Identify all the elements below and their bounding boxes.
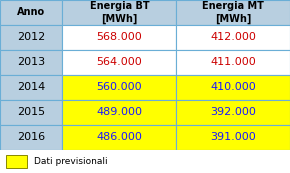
Bar — [0, 75, 62, 100]
Text: Anno: Anno — [17, 7, 45, 17]
Text: 391.000: 391.000 — [211, 132, 256, 142]
Text: 2013: 2013 — [17, 57, 45, 67]
Text: Energia BT
[MWh]: Energia BT [MWh] — [90, 1, 149, 24]
Text: Dati previsionali: Dati previsionali — [34, 157, 108, 166]
Bar — [176, 0, 290, 25]
Bar — [176, 75, 290, 100]
Text: 412.000: 412.000 — [210, 32, 256, 42]
Bar — [0, 50, 62, 75]
Bar — [62, 100, 176, 125]
Bar — [62, 25, 176, 50]
Text: 486.000: 486.000 — [96, 132, 142, 142]
Bar — [176, 50, 290, 75]
Bar — [62, 0, 176, 25]
Text: 2016: 2016 — [17, 132, 45, 142]
Bar — [176, 125, 290, 150]
Text: Energia MT
[MWh]: Energia MT [MWh] — [202, 1, 264, 24]
Text: 564.000: 564.000 — [97, 57, 142, 67]
Bar — [176, 100, 290, 125]
Text: 2014: 2014 — [17, 82, 45, 92]
Text: 568.000: 568.000 — [97, 32, 142, 42]
Bar — [0, 25, 62, 50]
Bar — [62, 125, 176, 150]
Text: 392.000: 392.000 — [210, 107, 256, 117]
Bar — [0, 0, 62, 25]
Bar — [6, 156, 27, 168]
Text: 411.000: 411.000 — [211, 57, 256, 67]
Text: 410.000: 410.000 — [211, 82, 256, 92]
Text: 2012: 2012 — [17, 32, 45, 42]
Bar — [62, 75, 176, 100]
Text: 489.000: 489.000 — [96, 107, 142, 117]
Text: 2015: 2015 — [17, 107, 45, 117]
Bar — [176, 25, 290, 50]
Bar — [0, 100, 62, 125]
Bar — [62, 50, 176, 75]
Bar — [0, 125, 62, 150]
Text: 560.000: 560.000 — [97, 82, 142, 92]
